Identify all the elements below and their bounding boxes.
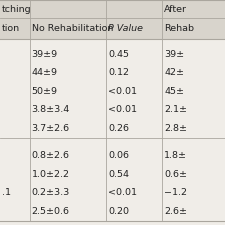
Bar — [0, 45, 225, 64]
Bar — [0, 82, 225, 101]
Text: 0.8±2.6: 0.8±2.6 — [32, 151, 70, 160]
Bar — [0, 119, 225, 137]
Text: 3.7±2.6: 3.7±2.6 — [32, 124, 70, 133]
Text: 0.2±3.3: 0.2±3.3 — [32, 188, 70, 197]
Text: 0.45: 0.45 — [108, 50, 129, 59]
Text: 2.1±: 2.1± — [164, 105, 187, 114]
Text: 0.26: 0.26 — [108, 124, 129, 133]
Text: 44±9: 44±9 — [32, 68, 58, 77]
Text: .1: .1 — [2, 188, 11, 197]
Text: 39±9: 39±9 — [32, 50, 58, 59]
Bar — [0, 101, 225, 119]
Bar — [0, 146, 225, 165]
Bar — [0, 0, 225, 18]
Text: 3.8±3.4: 3.8±3.4 — [32, 105, 70, 114]
Text: 0.6±: 0.6± — [164, 170, 187, 179]
Text: 2.8±: 2.8± — [164, 124, 187, 133]
Bar — [0, 202, 225, 220]
Text: <0.01: <0.01 — [108, 105, 137, 114]
Text: 0.54: 0.54 — [108, 170, 129, 179]
Text: 42±: 42± — [164, 68, 184, 77]
Text: 1.0±2.2: 1.0±2.2 — [32, 170, 70, 179]
Bar — [0, 165, 225, 184]
Text: 50±9: 50±9 — [32, 87, 58, 96]
Text: <0.01: <0.01 — [108, 87, 137, 96]
Text: Rehab: Rehab — [164, 24, 194, 33]
Text: tching: tching — [2, 5, 32, 14]
Bar — [0, 18, 225, 39]
Text: No Rehabilitation: No Rehabilitation — [32, 24, 113, 33]
Text: P Value: P Value — [108, 24, 143, 33]
Text: <0.01: <0.01 — [108, 188, 137, 197]
Text: 2.5±0.6: 2.5±0.6 — [32, 207, 70, 216]
Text: −1.2: −1.2 — [164, 188, 187, 197]
Text: tion: tion — [2, 24, 20, 33]
Text: 39±: 39± — [164, 50, 184, 59]
Text: 0.12: 0.12 — [108, 68, 129, 77]
Bar — [0, 184, 225, 202]
Text: 45±: 45± — [164, 87, 184, 96]
Text: 0.06: 0.06 — [108, 151, 129, 160]
Text: 2.6±: 2.6± — [164, 207, 187, 216]
Text: 0.20: 0.20 — [108, 207, 129, 216]
Bar — [0, 64, 225, 82]
Text: 1.8±: 1.8± — [164, 151, 187, 160]
Text: After: After — [164, 5, 187, 14]
